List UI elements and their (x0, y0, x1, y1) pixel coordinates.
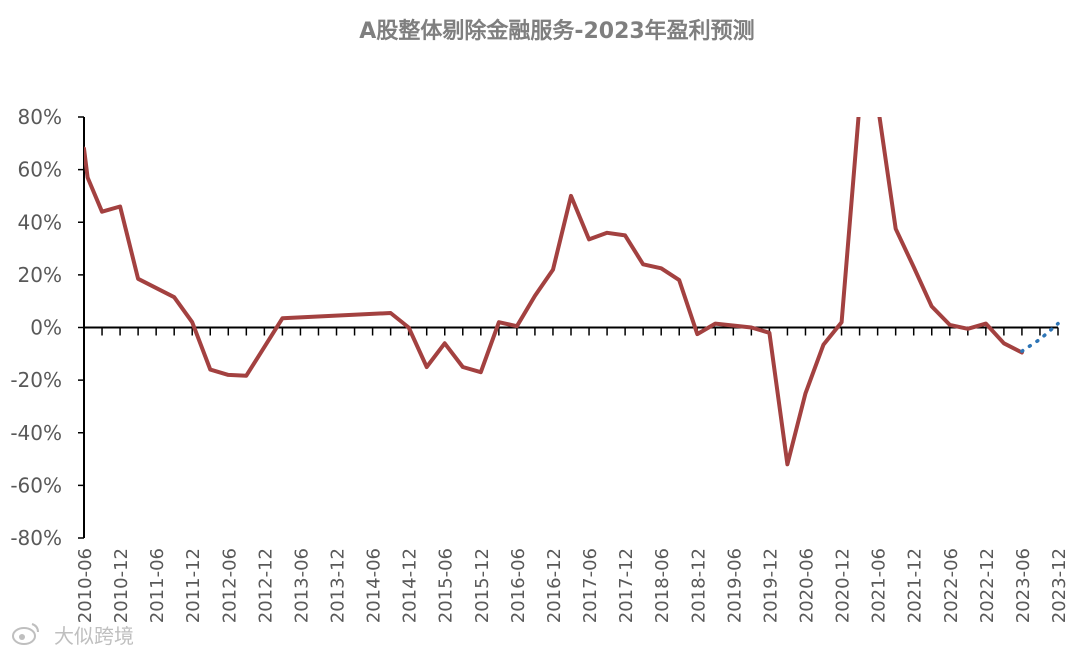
x-tick-label: 2019-12 (760, 548, 781, 623)
y-tick-label: -60% (10, 473, 62, 497)
x-tick-label: 2020-06 (796, 548, 817, 623)
x-tick-label: 2022-12 (977, 548, 998, 623)
weibo-icon (12, 623, 39, 645)
x-tick-label: 2013-12 (328, 548, 349, 623)
x-tick-label: 2014-06 (364, 548, 385, 623)
x-tick-label: 2017-06 (580, 548, 601, 623)
x-tick-label: 2018-06 (652, 548, 673, 623)
x-tick-label: 2015-06 (436, 548, 457, 623)
x-tick-label: 2019-06 (724, 548, 745, 623)
watermark: 大似跨境 (12, 623, 134, 648)
y-tick-label: -40% (10, 421, 62, 445)
y-tick-label: -80% (10, 526, 62, 550)
x-tick-label: 2012-12 (255, 548, 276, 623)
y-tick-label: 20% (18, 263, 62, 287)
x-tick-label: 2011-06 (147, 548, 168, 623)
x-tick-label: 2013-06 (291, 548, 312, 623)
y-tick-label: -20% (10, 368, 62, 392)
y-tick-label: 40% (18, 210, 62, 234)
x-tick-label: 2017-12 (616, 548, 637, 623)
x-tick-label: 2021-12 (905, 548, 926, 623)
plot-area (84, 117, 1060, 467)
x-tick-label: 2010-06 (75, 548, 96, 623)
x-tick-label: 2014-12 (400, 548, 421, 623)
x-tick-label: 2023-06 (1013, 548, 1034, 623)
x-tick-label: 2011-12 (183, 548, 204, 623)
x-tick-label: 2018-12 (688, 548, 709, 623)
x-tick-label: 2015-12 (472, 548, 493, 623)
x-tick-label: 2016-06 (508, 548, 529, 623)
x-tick-label: 2010-12 (111, 548, 132, 623)
x-tick-label: 2016-12 (544, 548, 565, 623)
earnings-growth-series-line (84, 117, 1024, 467)
y-tick-label: 80% (18, 105, 62, 129)
x-tick-label: 2020-12 (833, 548, 854, 623)
watermark-text: 大似跨境 (54, 624, 134, 648)
y-tick-label: 60% (18, 158, 62, 182)
forecast-series-line (1020, 321, 1060, 353)
y-axis: 80% 60% 40% 20% 0% -20% -40% -60% -80% (10, 105, 85, 550)
x-tick-label: 2023-12 (1049, 548, 1070, 623)
x-axis: 2010-06 2010-12 2011-06 2011-12 2012-06 2012-… (75, 326, 1070, 623)
x-tick-label: 2012-06 (219, 548, 240, 623)
chart-title: A股整体剔除金融服务-2023年盈利预测 (359, 18, 754, 44)
x-tick-label: 2021-06 (869, 548, 890, 623)
x-tick-label: 2022-06 (941, 548, 962, 623)
y-tick-label: 0% (30, 316, 62, 340)
